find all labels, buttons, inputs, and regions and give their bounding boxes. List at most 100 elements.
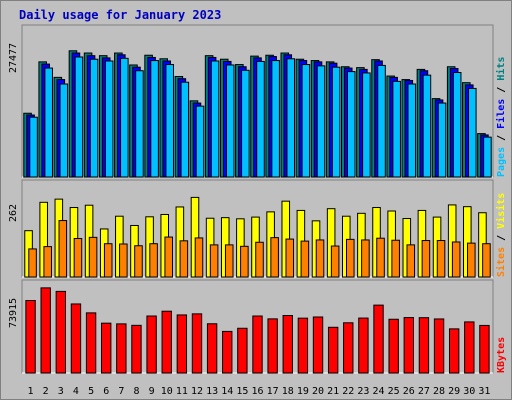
bar-kbytes-29: [448, 328, 460, 374]
x-tick-label-14: 14: [221, 386, 233, 397]
bar-kbytes-9: [146, 315, 157, 374]
legend-segment: /: [496, 229, 507, 247]
x-tick-label-5: 5: [88, 386, 94, 397]
bar-pages-1: [29, 116, 38, 178]
bar-kbytes-19: [297, 317, 309, 374]
x-tick-label-19: 19: [297, 386, 309, 397]
bar-kbytes-15: [237, 327, 248, 374]
bar-sites-12: [194, 237, 204, 278]
bar-kbytes-31: [479, 324, 490, 374]
bar-sites-16: [255, 241, 264, 278]
bar-sites-25: [391, 239, 400, 278]
bar-sites-21: [330, 245, 340, 278]
x-tick-label-27: 27: [418, 386, 430, 397]
x-tick-label-12: 12: [191, 386, 203, 397]
bar-kbytes-26: [403, 317, 414, 374]
bar-kbytes-27: [418, 317, 430, 374]
x-tick-label-17: 17: [267, 386, 279, 397]
x-tick-label-28: 28: [433, 386, 445, 397]
bar-sites-9: [149, 243, 158, 278]
bar-pages-26: [407, 83, 417, 178]
panel-top-ymax-label: 27477: [8, 43, 19, 73]
bar-pages-24: [377, 64, 386, 178]
x-tick-label-3: 3: [58, 386, 64, 397]
legend-segment: Hits: [495, 57, 507, 81]
x-tick-label-25: 25: [388, 386, 400, 397]
legend-segment: KBytes: [496, 337, 507, 373]
bar-pages-3: [59, 83, 69, 178]
x-tick-label-22: 22: [342, 386, 354, 397]
x-tick-label-9: 9: [149, 386, 155, 397]
panel-middle-ymax-label: 262: [8, 204, 19, 222]
bar-kbytes-13: [206, 323, 218, 374]
bar-kbytes-1: [25, 300, 36, 374]
x-axis-ticks: 1 2 3 4 5 6 7 8 9 10 11 12 13 14 15 16 17 18 19 20 21 22 23 24 2…: [28, 386, 491, 397]
bar-pages-23: [362, 72, 371, 178]
bar-sites-13: [209, 244, 219, 278]
bar-sites-3: [58, 220, 68, 278]
bar-kbytes-22: [343, 322, 354, 374]
bar-pages-13: [210, 60, 220, 178]
bar-kbytes-6: [101, 322, 112, 374]
bar-pages-22: [346, 71, 356, 178]
bar-sites-14: [224, 244, 234, 278]
bar-pages-11: [180, 81, 190, 178]
bar-pages-25: [392, 80, 401, 178]
bar-pages-2: [44, 67, 53, 178]
bar-sites-28: [436, 240, 446, 278]
bar-pages-20: [316, 65, 326, 178]
panel-top: 27477 Pages / Files / Hits: [8, 24, 507, 178]
bar-sites-2: [43, 246, 52, 278]
x-tick-label-18: 18: [282, 386, 294, 397]
bar-sites-18: [285, 238, 295, 278]
bar-sites-20: [315, 239, 325, 278]
bar-kbytes-11: [176, 314, 188, 374]
bar-pages-27: [422, 74, 432, 178]
bar-kbytes-17: [267, 318, 278, 374]
chart-title: Daily usage for January 2023: [19, 8, 221, 22]
x-tick-label-11: 11: [176, 386, 188, 397]
legend-segment: Files: [495, 99, 507, 129]
bar-pages-14: [225, 64, 235, 178]
bar-pages-16: [256, 60, 265, 178]
bar-pages-12: [195, 105, 205, 178]
bar-kbytes-8: [131, 324, 142, 374]
x-tick-label-6: 6: [103, 386, 109, 397]
x-tick-label-23: 23: [357, 386, 369, 397]
bar-sites-26: [406, 244, 416, 278]
bar-kbytes-4: [70, 303, 82, 374]
bar-sites-27: [421, 240, 431, 278]
x-tick-label-24: 24: [373, 386, 385, 397]
chart-panels: 27477 Pages / Files / Hits 262 Sites / Visi…: [8, 24, 507, 374]
bar-sites-29: [451, 241, 461, 278]
x-tick-label-4: 4: [73, 386, 79, 397]
legend-segment: Visits: [495, 193, 507, 229]
bar-kbytes-25: [388, 318, 399, 374]
x-tick-label-10: 10: [161, 386, 173, 397]
bar-kbytes-12: [191, 313, 203, 374]
bar-pages-19: [301, 64, 311, 178]
x-tick-label-8: 8: [133, 386, 139, 397]
bar-sites-19: [300, 240, 310, 278]
bar-sites-5: [88, 236, 98, 278]
bar-kbytes-2: [40, 287, 51, 374]
x-tick-label-16: 16: [251, 386, 263, 397]
bar-kbytes-21: [327, 326, 339, 374]
panel-bottom-legend: KBytes: [496, 337, 507, 373]
legend-segment: /: [496, 81, 507, 99]
bar-kbytes-16: [252, 315, 263, 374]
bar-sites-22: [345, 238, 355, 278]
bar-pages-28: [437, 102, 447, 178]
bar-kbytes-20: [312, 316, 324, 374]
bar-pages-6: [104, 60, 114, 178]
x-tick-label-21: 21: [327, 386, 339, 397]
x-tick-label-26: 26: [403, 386, 415, 397]
bar-pages-15: [241, 69, 250, 178]
x-tick-label-1: 1: [28, 386, 34, 397]
panel-top-legend: Pages / Files / Hits: [495, 57, 507, 177]
bar-kbytes-14: [222, 330, 233, 374]
bar-pages-21: [331, 66, 341, 178]
bar-pages-17: [271, 60, 280, 178]
